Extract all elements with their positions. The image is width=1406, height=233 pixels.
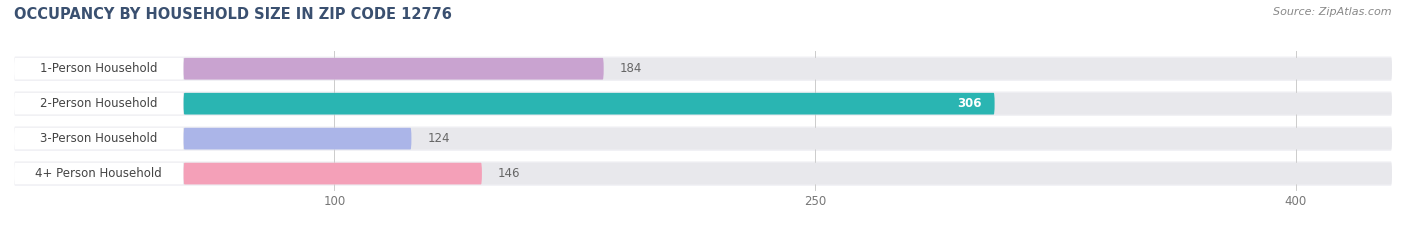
FancyBboxPatch shape (14, 128, 1392, 150)
FancyBboxPatch shape (184, 163, 482, 185)
Text: 2-Person Household: 2-Person Household (39, 97, 157, 110)
Text: OCCUPANCY BY HOUSEHOLD SIZE IN ZIP CODE 12776: OCCUPANCY BY HOUSEHOLD SIZE IN ZIP CODE … (14, 7, 451, 22)
FancyBboxPatch shape (14, 92, 1392, 116)
Text: 1-Person Household: 1-Person Household (39, 62, 157, 75)
Text: 146: 146 (498, 167, 520, 180)
Text: 306: 306 (957, 97, 981, 110)
FancyBboxPatch shape (14, 163, 184, 185)
FancyBboxPatch shape (14, 58, 184, 80)
FancyBboxPatch shape (14, 163, 1392, 185)
Text: 184: 184 (620, 62, 643, 75)
FancyBboxPatch shape (184, 93, 994, 115)
FancyBboxPatch shape (14, 161, 1392, 186)
FancyBboxPatch shape (184, 128, 412, 150)
Text: 3-Person Household: 3-Person Household (41, 132, 157, 145)
Text: 124: 124 (427, 132, 450, 145)
FancyBboxPatch shape (14, 93, 1392, 115)
FancyBboxPatch shape (14, 127, 1392, 151)
FancyBboxPatch shape (14, 93, 184, 115)
FancyBboxPatch shape (14, 128, 184, 150)
FancyBboxPatch shape (184, 58, 603, 80)
FancyBboxPatch shape (14, 58, 1392, 80)
FancyBboxPatch shape (14, 57, 1392, 81)
Text: Source: ZipAtlas.com: Source: ZipAtlas.com (1274, 7, 1392, 17)
Text: 4+ Person Household: 4+ Person Household (35, 167, 162, 180)
